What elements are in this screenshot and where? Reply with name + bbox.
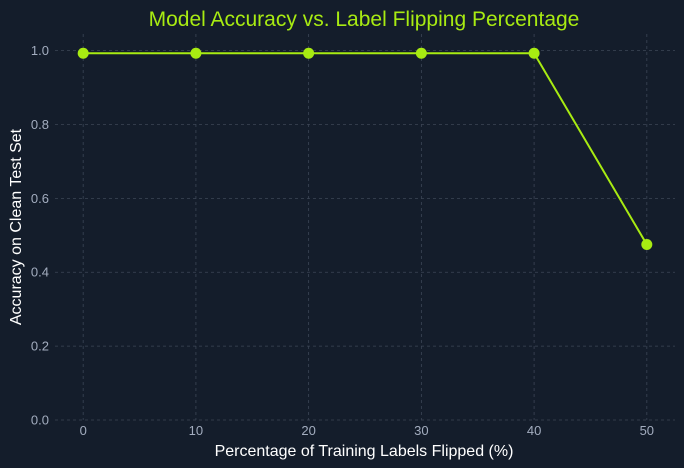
data-point: [415, 47, 427, 59]
grid-lines: [55, 34, 675, 421]
y-tick-label: 0.4: [31, 265, 49, 280]
x-tick-label: 0: [80, 423, 87, 438]
y-tick-label: 0.2: [31, 339, 49, 354]
data-point: [528, 47, 540, 59]
chart-title: Model Accuracy vs. Label Flipping Percen…: [149, 8, 580, 31]
x-tick-label: 30: [414, 423, 428, 438]
y-tick-label: 1.0: [31, 43, 49, 58]
y-tick-label: 0.6: [31, 191, 49, 206]
x-axis-label: Percentage of Training Labels Flipped (%…: [215, 443, 514, 460]
x-tick-label: 50: [640, 423, 654, 438]
x-tick-label: 20: [301, 423, 315, 438]
y-axis-label: Accuracy on Clean Test Set: [8, 128, 25, 325]
data-point: [77, 47, 89, 59]
axis-ticks: 0 10 20 30 40 50 0.0 0.2 0.4 0.6 0.8 1.0: [31, 43, 654, 438]
data-point: [641, 239, 653, 251]
y-tick-label: 0.0: [31, 413, 49, 428]
x-tick-label: 40: [527, 423, 541, 438]
y-tick-label: 0.8: [31, 117, 49, 132]
x-tick-label: 10: [189, 423, 203, 438]
series-line: [83, 52, 648, 246]
series-layer: [77, 47, 653, 251]
data-point: [190, 47, 202, 59]
data-point: [303, 47, 315, 59]
